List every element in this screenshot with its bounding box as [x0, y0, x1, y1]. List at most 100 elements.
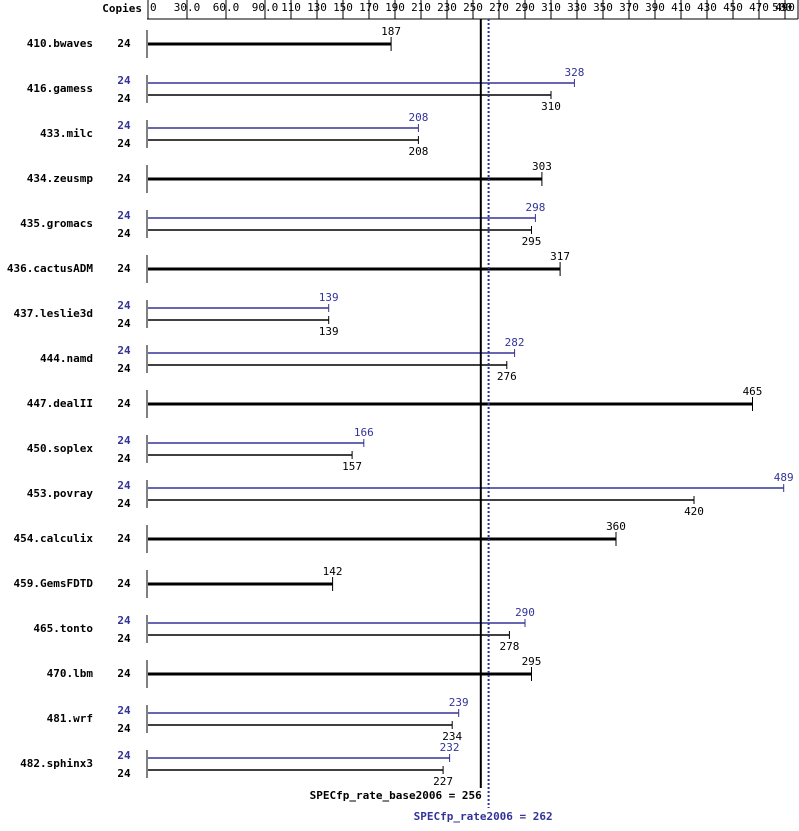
copies-header: Copies	[102, 2, 142, 15]
x-tick-label: 290	[515, 1, 535, 14]
reference-label: SPECfp_rate2006 = 262	[414, 810, 553, 823]
copies: 24	[117, 397, 131, 410]
value-label: 303	[532, 160, 552, 173]
copies: 24	[117, 497, 131, 510]
reference-label: SPECfp_rate_base2006 = 256	[310, 789, 483, 802]
copies: 24	[117, 704, 131, 717]
copies: 24	[117, 479, 131, 492]
x-tick-label: 270	[489, 1, 509, 14]
value-label: 489	[774, 471, 794, 484]
x-tick-label: 450	[723, 1, 743, 14]
benchmark-label: 435.gromacs	[20, 217, 93, 230]
x-tick-label: 0	[150, 1, 157, 14]
benchmark-label: 482.sphinx3	[20, 757, 93, 770]
value-label: 310	[541, 100, 561, 113]
benchmark-label: 436.cactusADM	[7, 262, 93, 275]
x-tick-label: 60.0	[213, 1, 240, 14]
copies: 24	[117, 317, 131, 330]
benchmark-label: 416.gamess	[27, 82, 93, 95]
x-tick-label: 110	[281, 1, 301, 14]
value-label: 139	[319, 291, 339, 304]
copies: 24	[117, 667, 131, 680]
value-label: 166	[354, 426, 374, 439]
x-tick-label: 430	[697, 1, 717, 14]
x-tick-label: 470	[749, 1, 769, 14]
value-label: 420	[684, 505, 704, 518]
copies: 24	[117, 37, 131, 50]
benchmark-label: 434.zeusmp	[27, 172, 94, 185]
value-label: 298	[525, 201, 545, 214]
value-label: 278	[499, 640, 519, 653]
benchmark-label: 481.wrf	[47, 712, 93, 725]
x-tick-label: 250	[463, 1, 483, 14]
copies: 24	[117, 362, 131, 375]
value-label: 317	[550, 250, 570, 263]
value-label: 328	[564, 66, 584, 79]
benchmark-label: 454.calculix	[14, 532, 94, 545]
value-label: 142	[323, 565, 343, 578]
copies: 24	[117, 434, 131, 447]
value-label: 239	[449, 696, 469, 709]
x-tick-label: 350	[593, 1, 613, 14]
value-label: 276	[497, 370, 517, 383]
value-label: 360	[606, 520, 626, 533]
value-label: 290	[515, 606, 535, 619]
copies: 24	[117, 614, 131, 627]
x-tick-label: 30.0	[174, 1, 201, 14]
value-label: 295	[522, 235, 542, 248]
value-label: 227	[433, 775, 453, 788]
copies: 24	[117, 172, 131, 185]
x-tick-label: 390	[645, 1, 665, 14]
x-tick-label: 410	[671, 1, 691, 14]
benchmark-label: 465.tonto	[33, 622, 93, 635]
benchmark-label: 444.namd	[40, 352, 93, 365]
benchmark-label: 459.GemsFDTD	[14, 577, 94, 590]
value-label: 234	[442, 730, 462, 743]
value-label: 465	[743, 385, 763, 398]
value-label: 282	[505, 336, 525, 349]
copies: 24	[117, 137, 131, 150]
x-tick-label: 490	[775, 1, 795, 14]
x-tick-label: 330	[567, 1, 587, 14]
x-tick-label: 170	[359, 1, 379, 14]
benchmark-label: 437.leslie3d	[14, 307, 93, 320]
copies: 24	[117, 344, 131, 357]
x-tick-label: 310	[541, 1, 561, 14]
copies: 24	[117, 209, 131, 222]
value-label: 157	[342, 460, 362, 473]
benchmark-label: 470.lbm	[47, 667, 94, 680]
copies: 24	[117, 577, 131, 590]
benchmark-label: 410.bwaves	[27, 37, 93, 50]
x-tick-label: 230	[437, 1, 457, 14]
copies: 24	[117, 74, 131, 87]
benchmark-label: 447.dealII	[27, 397, 93, 410]
copies: 24	[117, 632, 131, 645]
copies: 24	[117, 749, 131, 762]
value-label: 187	[381, 25, 401, 38]
copies: 24	[117, 452, 131, 465]
value-label: 208	[408, 111, 428, 124]
value-label: 208	[408, 145, 428, 158]
copies: 24	[117, 262, 131, 275]
x-tick-label: 150	[333, 1, 353, 14]
copies: 24	[117, 767, 131, 780]
copies: 24	[117, 722, 131, 735]
benchmark-label: 433.milc	[40, 127, 93, 140]
copies: 24	[117, 532, 131, 545]
benchmark-label: 453.povray	[27, 487, 94, 500]
benchmark-label: 450.soplex	[27, 442, 94, 455]
copies: 24	[117, 299, 131, 312]
value-label: 295	[522, 655, 542, 668]
x-tick-label: 190	[385, 1, 405, 14]
x-tick-label: 90.0	[252, 1, 279, 14]
x-tick-label: 210	[411, 1, 431, 14]
x-tick-label: 500	[772, 1, 792, 14]
copies: 24	[117, 119, 131, 132]
value-label: 232	[440, 741, 460, 754]
x-tick-label: 370	[619, 1, 639, 14]
copies: 24	[117, 92, 131, 105]
value-label: 139	[319, 325, 339, 338]
x-tick-label: 130	[307, 1, 327, 14]
